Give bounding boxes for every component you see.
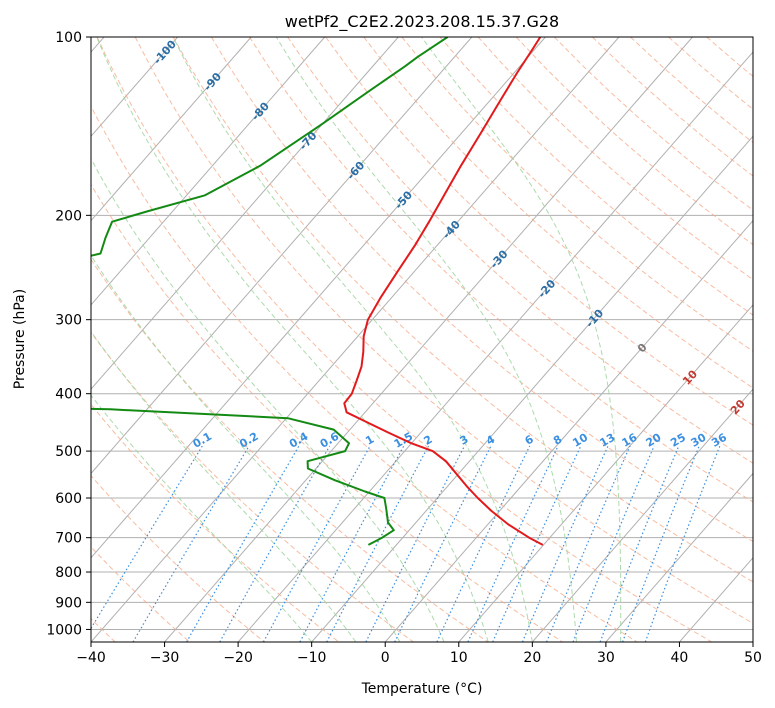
x-tick-label: 40 bbox=[671, 650, 689, 666]
y-tick-label: 200 bbox=[55, 208, 82, 224]
y-axis-label: Pressure (hPa) bbox=[12, 289, 28, 389]
dry-adiabat-line bbox=[91, 474, 266, 642]
isotherm-line bbox=[91, 37, 326, 306]
moist-adiabat-line bbox=[421, 37, 622, 642]
x-axis-label: Temperature (°C) bbox=[361, 681, 483, 697]
mixing-ratio-line bbox=[91, 445, 203, 630]
x-tick-label: 50 bbox=[744, 650, 762, 666]
dry-adiabat-line bbox=[91, 546, 191, 642]
dry-adiabat-line bbox=[91, 105, 639, 642]
x-tick-label: −40 bbox=[76, 650, 106, 666]
plot-area bbox=[91, 37, 753, 642]
dry-adiabat-line bbox=[172, 37, 753, 583]
mixing-ratio-line bbox=[394, 445, 492, 642]
chart-title: wetPf2_C2E2.2023.208.15.37.G28 bbox=[285, 12, 559, 32]
mixing-ratio-line bbox=[219, 445, 331, 642]
moist-adiabat-line bbox=[91, 394, 313, 642]
temperature-line bbox=[343, 37, 544, 546]
y-tick-label: 100 bbox=[55, 30, 82, 46]
moist-adiabat-line bbox=[91, 254, 401, 642]
moist-adiabat-line bbox=[275, 37, 577, 642]
x-tick-label: 30 bbox=[597, 650, 615, 666]
isotherm-line bbox=[91, 37, 473, 475]
y-tick-label: 800 bbox=[55, 565, 82, 581]
isotherm-line bbox=[91, 37, 546, 559]
x-tick-label: −10 bbox=[297, 650, 327, 666]
profile-lines bbox=[91, 37, 544, 546]
dry-adiabat-line bbox=[91, 183, 564, 642]
isotherm-line bbox=[91, 37, 252, 222]
x-tick-label: −20 bbox=[223, 650, 253, 666]
moist-adiabat-line bbox=[172, 37, 533, 642]
y-tick-label: 300 bbox=[55, 313, 82, 329]
mixing-ratio-line bbox=[365, 445, 466, 642]
y-tick-label: 900 bbox=[55, 595, 82, 611]
x-tick-label: 0 bbox=[381, 650, 390, 666]
isotherm-line bbox=[91, 37, 620, 642]
dry-adiabat-line bbox=[91, 331, 415, 642]
mixing-ratio-line bbox=[521, 445, 609, 642]
background-lines bbox=[91, 37, 753, 642]
isotherm-line bbox=[237, 51, 753, 642]
axes: −40 −30 −20 −10 0 10 20 30 40 50 100 200 300 400 500 60… bbox=[46, 30, 762, 666]
isotherm-line bbox=[458, 304, 753, 642]
dry-adiabat-line bbox=[91, 258, 489, 642]
dry-adiabat-line bbox=[210, 37, 753, 543]
y-tick-label: 700 bbox=[55, 531, 82, 547]
isotherm-line bbox=[164, 37, 693, 642]
y-tick-label: 600 bbox=[55, 491, 82, 507]
y-tick-label: 1000 bbox=[46, 622, 82, 638]
dry-adiabat-line bbox=[249, 37, 753, 503]
dry-adiabat-line bbox=[287, 37, 753, 464]
plot-frame bbox=[90, 36, 754, 643]
moist-adiabat-line bbox=[96, 37, 489, 642]
isotherm-line bbox=[605, 472, 753, 642]
dry-adiabat-line bbox=[134, 37, 753, 624]
x-tick-label: 10 bbox=[450, 650, 468, 666]
moist-adiabat-line bbox=[91, 330, 357, 642]
isotherm-line bbox=[384, 219, 753, 642]
mixing-ratio-line bbox=[644, 445, 721, 642]
mixing-ratio-line bbox=[546, 445, 631, 642]
dry-adiabat-line bbox=[439, 37, 753, 316]
x-tick-label: −30 bbox=[150, 650, 180, 666]
x-tick-label: 20 bbox=[523, 650, 541, 666]
y-tick-label: 400 bbox=[55, 387, 82, 403]
dewpoint-line bbox=[91, 37, 449, 546]
moist-adiabat-line bbox=[91, 157, 445, 642]
dry-adiabat-line bbox=[401, 37, 753, 352]
dry-adiabat-line bbox=[325, 37, 753, 426]
isotherm-line bbox=[91, 37, 399, 390]
y-tick-label: 500 bbox=[55, 444, 82, 460]
mixing-ratio-line bbox=[132, 445, 250, 642]
dry-adiabat-line bbox=[363, 37, 753, 389]
mixing-ratio-line bbox=[622, 445, 700, 642]
